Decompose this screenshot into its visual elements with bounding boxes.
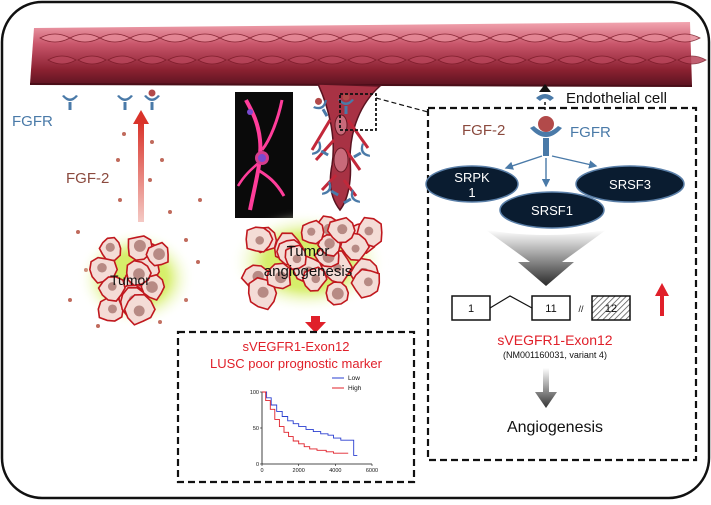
exon-11-label: 11 <box>545 303 556 315</box>
srsf1-node: SRSF1 <box>499 191 605 229</box>
fgf2-label-left: FGF-2 <box>66 170 109 187</box>
srsf3-node: SRSF3 <box>575 165 685 203</box>
fgfr-receptors <box>62 89 370 205</box>
srpk1-label-line1: SRPK <box>454 170 490 185</box>
srpk1-node: SRPK 1 <box>425 165 519 203</box>
gene-structure: 1 11 // 12 <box>451 283 669 321</box>
tumor-angiogenesis-cluster: Tumor angiogenesis <box>230 212 386 312</box>
fgfr-label-left: FGFR <box>12 113 53 130</box>
fgfr-receptor-icon <box>144 89 160 110</box>
sprouting-vessel <box>310 83 382 212</box>
tumor-angiogenesis-label-line2: angiogenesis <box>264 263 352 280</box>
fgfr-receptor-icon <box>322 181 339 197</box>
zoom-region-box <box>339 93 377 131</box>
survival-chart: 0 2000 4000 6000 0 50 100 Low High <box>250 375 378 474</box>
x-tick-label: 6000 <box>366 468 378 474</box>
fgf2-dot <box>150 140 154 144</box>
fgf2-label-right: FGF-2 <box>462 122 505 139</box>
fgf2-dot <box>118 198 122 202</box>
fgf2-dot <box>122 132 126 136</box>
x-tick-label: 4000 <box>329 468 341 474</box>
fgf2-particles <box>68 132 202 328</box>
tumor-cluster: Tumor <box>78 230 194 326</box>
fgf2-dot <box>76 230 80 234</box>
prognostic-marker-box: sVEGFR1-Exon12 LUSC poor prognostic mark… <box>176 330 416 484</box>
fgf2-dot <box>148 178 152 182</box>
tumor-angiogenesis-label-line1: Tumor <box>287 243 330 260</box>
srpk1-label-line2: 1 <box>468 185 475 200</box>
fgf2-dot <box>96 324 100 328</box>
fgf2-dot <box>116 158 120 162</box>
zoom-connector <box>375 97 429 113</box>
fgf2-dot <box>68 298 72 302</box>
fgfr-receptor-icon <box>312 141 329 157</box>
x-tick-label: 0 <box>260 468 263 474</box>
fgfr-receptor-icon <box>343 189 360 205</box>
fgf2-dot <box>198 198 202 202</box>
legend-entry: High <box>348 385 362 392</box>
srsf3-label: SRSF3 <box>609 177 651 192</box>
fgf2-dot <box>160 158 164 162</box>
svg-text://: // <box>578 304 584 314</box>
accession-label: (NM001160031, variant 4) <box>503 350 607 360</box>
endothelial-cell-label: Endothelial cell <box>566 90 667 107</box>
fgfr-receptor-icon <box>353 143 370 159</box>
fgfr-label-right: FGFR <box>570 124 611 141</box>
legend-entry: Low <box>348 375 360 382</box>
fgfr-receptor-icon <box>117 95 133 110</box>
y-tick-label: 100 <box>250 390 259 396</box>
y-tick-label: 0 <box>256 462 259 468</box>
blood-vessel <box>29 22 707 87</box>
fgfr-receptor-icon <box>313 97 329 117</box>
svegfr1-exon12-label: sVEGFR1-Exon12 <box>497 332 612 348</box>
fgf2-secretion-arrow <box>133 110 149 222</box>
exon-1-label: 1 <box>468 303 474 315</box>
fgf2-dot <box>184 238 188 242</box>
exon-12-label: 12 <box>605 303 617 315</box>
marker-title-line2: LUSC poor prognostic marker <box>210 356 383 371</box>
x-tick-label: 2000 <box>293 468 305 474</box>
angiogenesis-label: Angiogenesis <box>507 419 603 436</box>
y-tick-label: 50 <box>253 426 259 432</box>
mechanism-panel: Endothelial cell FGF-2 FGFR SRPK 1 SRSF3… <box>425 84 698 462</box>
outcome-arrow <box>535 368 557 408</box>
fgf2-dot <box>168 210 172 214</box>
fgfr-receptor-icon <box>338 93 354 114</box>
upregulation-arrow <box>655 283 669 296</box>
marker-arrow <box>305 316 326 333</box>
srsf1-label: SRSF1 <box>531 203 573 218</box>
marker-title-line1: sVEGFR1-Exon12 <box>243 339 350 354</box>
fluorescence-micrograph <box>235 92 293 218</box>
convergence-arrow <box>486 230 606 286</box>
fgf2-dot <box>196 260 200 264</box>
tumor-label: Tumor <box>110 272 150 288</box>
survival-curve-high <box>262 391 349 454</box>
survival-curve-low <box>262 391 358 456</box>
fgfr-receptor-icon <box>62 95 78 110</box>
